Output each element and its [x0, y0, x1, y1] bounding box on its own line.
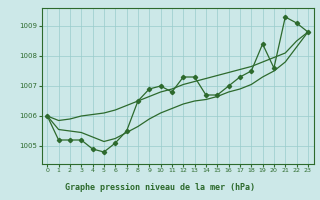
- Text: Graphe pression niveau de la mer (hPa): Graphe pression niveau de la mer (hPa): [65, 183, 255, 192]
